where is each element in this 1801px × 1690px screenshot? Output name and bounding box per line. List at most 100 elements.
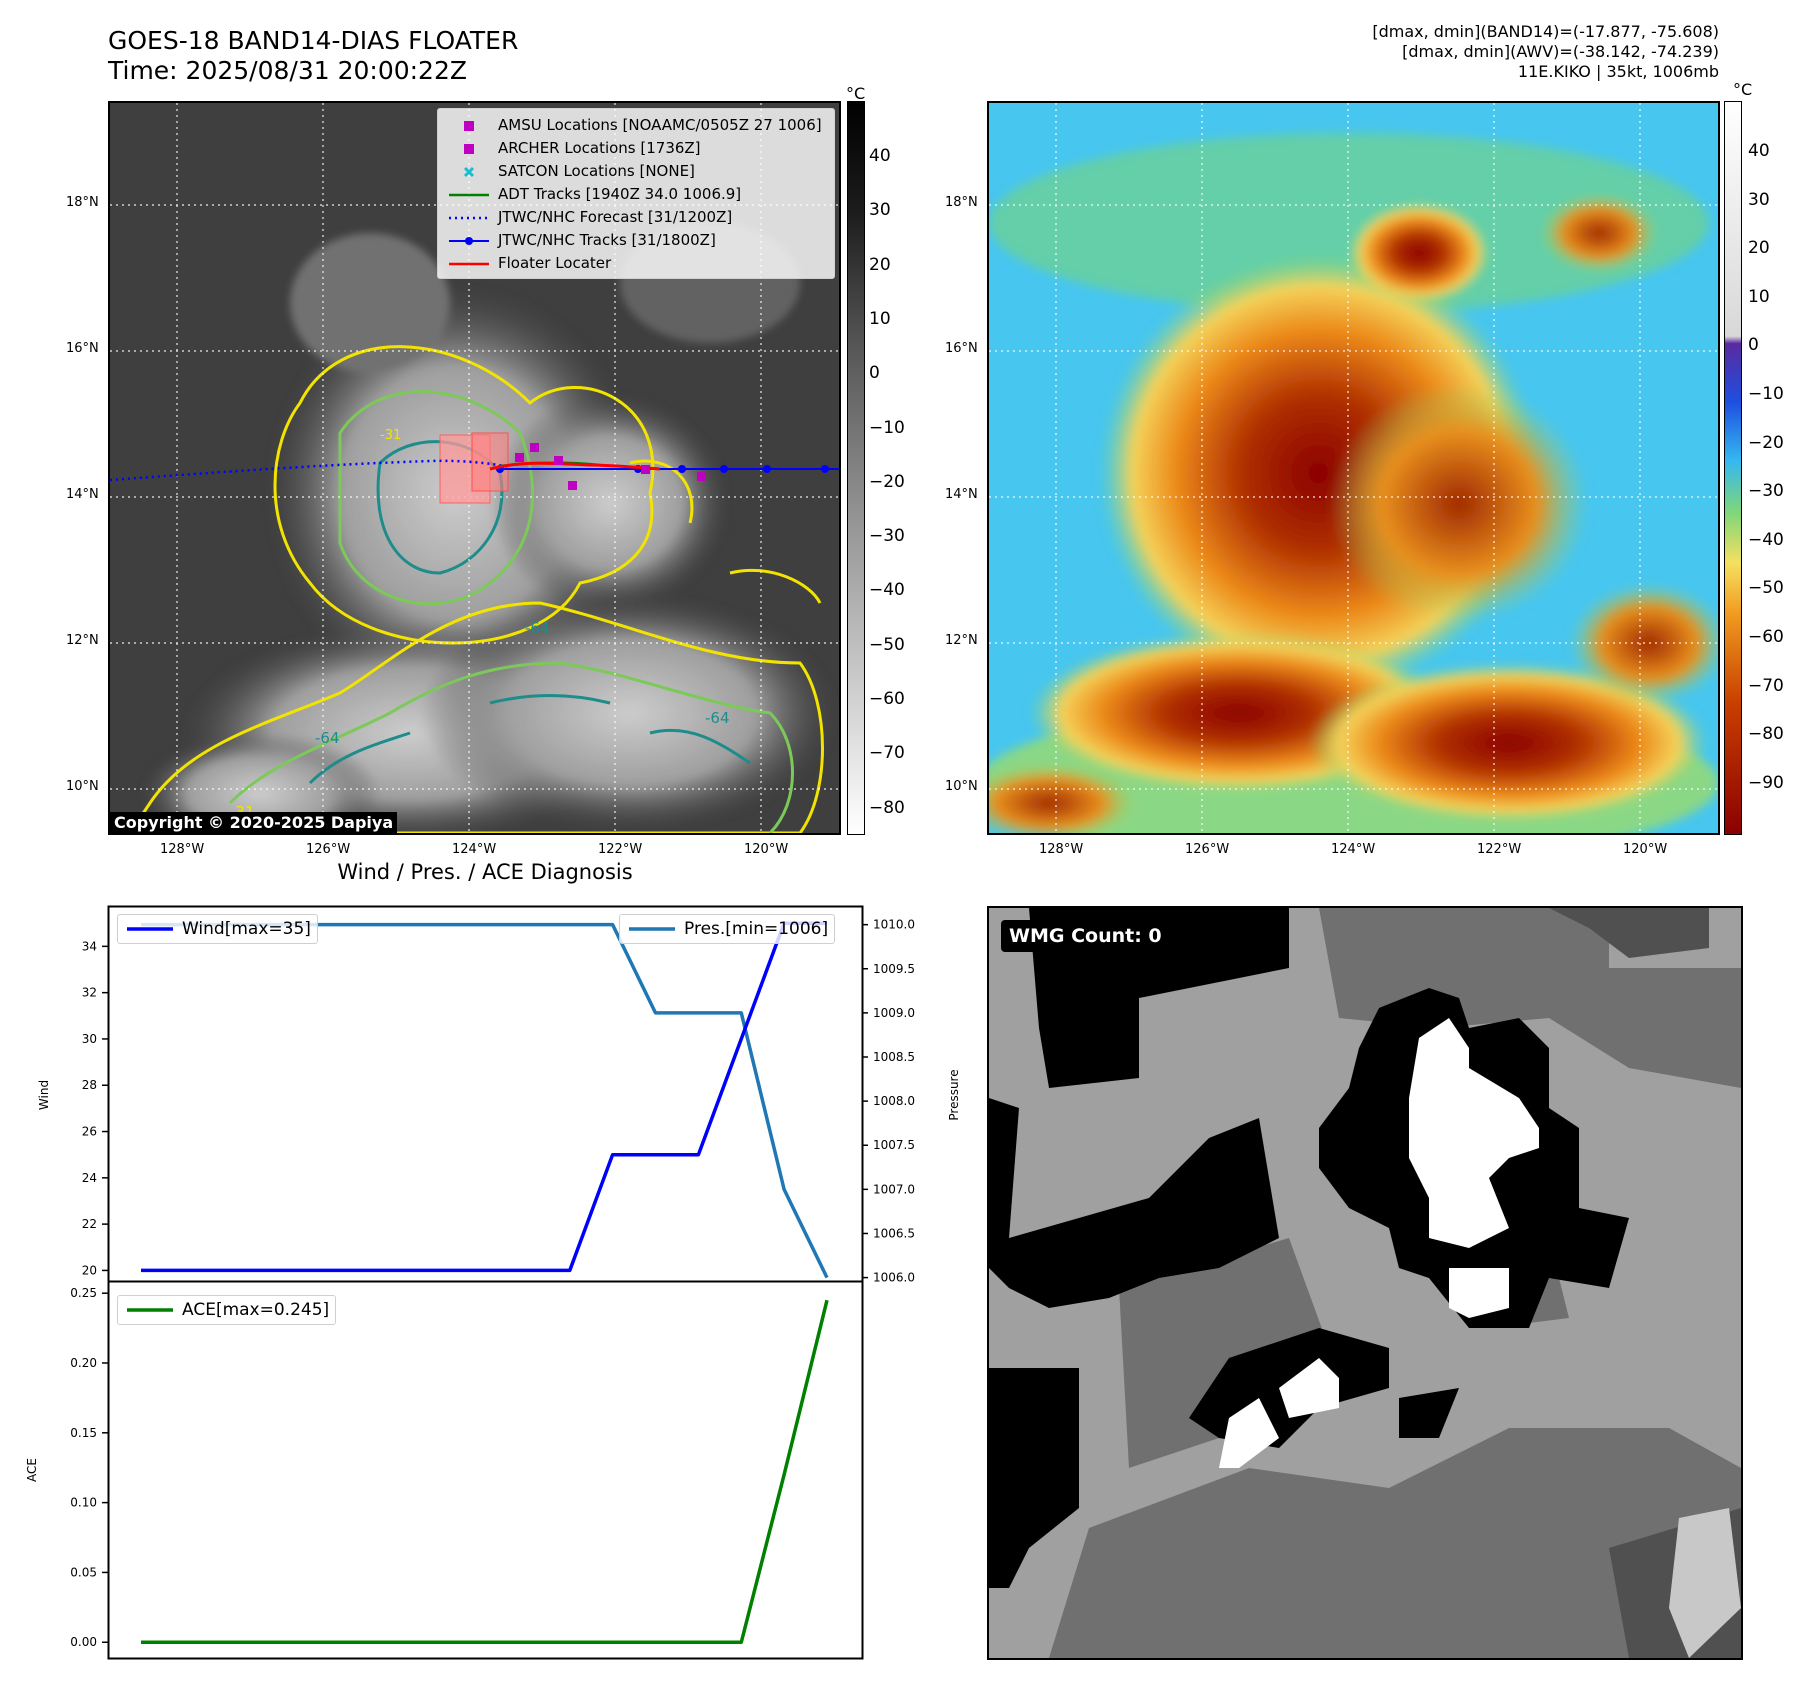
lon-tick: 122°W — [1477, 842, 1522, 857]
grayscale-colorbar-tick: −50 — [869, 634, 905, 655]
wind-tick-label: 22 — [82, 1217, 97, 1231]
wmg-count-badge: WMG Count: 0 — [1001, 920, 1170, 952]
figure-title: GOES-18 BAND14-DIAS FLOATER — [108, 26, 519, 55]
diagnosis-chart: 20 22 24 26 28 30 32 34 1006.0 1006.5 1007.0 1007.… — [25, 905, 961, 1660]
lat-tick: 14°N — [945, 487, 978, 502]
legend-label: Floater Locater — [498, 254, 612, 272]
lon-tick: 128°W — [1039, 842, 1084, 857]
legend-label: Pres.[min=1006] — [684, 919, 829, 939]
lat-tick: 18°N — [66, 195, 99, 210]
storm-info: 11E.KIKO | 35kt, 1006mb — [1517, 62, 1719, 81]
legend-item-adt: ADT Tracks [1940Z 34.0 1006.9] — [446, 183, 826, 206]
color-colorbar-tick: 10 — [1748, 286, 1770, 307]
pressure-tick-label: 1009.5 — [873, 962, 915, 976]
grayscale-colorbar-tick: 20 — [869, 254, 891, 275]
pressure-legend: Pres.[min=1006] — [619, 914, 836, 944]
color-colorbar-tick: 40 — [1748, 141, 1770, 161]
legend-label: SATCON Locations [NONE] — [498, 162, 695, 180]
lon-tick: 128°W — [160, 842, 205, 857]
wind-tick-label: 28 — [82, 1078, 97, 1092]
wind-tick-label: 24 — [82, 1171, 97, 1185]
ace-axis: 0.00 0.05 0.10 0.15 0.20 0.25 — [70, 1286, 108, 1649]
color-colorbar-tick: −40 — [1748, 529, 1784, 550]
copyright-label: Copyright © 2020-2025 Dapiya — [110, 812, 398, 833]
legend-item-forecast: JTWC/NHC Forecast [31/1200Z] — [446, 206, 826, 229]
contour-label: -64 — [315, 729, 340, 747]
lat-tick: 16°N — [945, 341, 978, 356]
legend-label: Wind[max=35] — [182, 919, 311, 939]
ace-tick-label: 0.05 — [70, 1565, 97, 1579]
legend-label: ARCHER Locations [1736Z] — [498, 139, 701, 157]
color-colorbar-tick: −80 — [1748, 724, 1784, 745]
wmg-image — [989, 908, 1741, 1658]
lon-tick: 120°W — [1623, 842, 1668, 857]
lat-tick: 18°N — [945, 195, 978, 210]
pressure-tick-label: 1007.0 — [873, 1182, 915, 1196]
ace-legend: ACE[max=0.245] — [117, 1295, 337, 1325]
grayscale-colorbar-tick: −60 — [869, 689, 905, 709]
series-lines — [141, 921, 829, 1644]
pressure-tick-label: 1010.0 — [873, 918, 915, 932]
color-colorbar-tick: 20 — [1748, 238, 1770, 259]
lat-tick: 10°N — [945, 779, 978, 794]
legend-item-amsu: AMSU Locations [NOAAMC/0505Z 27 1006] — [446, 114, 826, 137]
legend-item-satcon: SATCON Locations [NONE] — [446, 160, 826, 183]
color-ir-image — [989, 103, 1718, 833]
wind-tick-label: 20 — [82, 1263, 97, 1277]
pressure-tick-label: 1006.0 — [873, 1271, 915, 1285]
grayscale-colorbar-tick: −40 — [869, 580, 905, 601]
pressure-tick-label: 1008.0 — [873, 1094, 915, 1108]
color-colorbar-tick: −90 — [1748, 772, 1784, 793]
ace-series-line — [141, 1299, 829, 1644]
wind-tick-label: 30 — [82, 1032, 97, 1046]
wind-tick-label: 26 — [82, 1125, 97, 1139]
contour-label: -64 — [705, 709, 730, 727]
wind-tick-label: 34 — [82, 939, 97, 953]
wind-legend: Wind[max=35] — [117, 914, 318, 944]
ace-tick-label: 0.00 — [70, 1635, 97, 1649]
ace-tick-label: 0.10 — [70, 1496, 97, 1510]
color-colorbar-tick: 30 — [1748, 189, 1770, 210]
legend-item-tracks: JTWC/NHC Tracks [31/1800Z] — [446, 229, 826, 252]
pressure-tick-label: 1007.5 — [873, 1138, 915, 1152]
grayscale-colorbar-tick: 0 — [869, 363, 880, 384]
grayscale-ir-image: -64 -64 -64 -31 -31 — [110, 103, 839, 833]
band14-range-info: [dmax, dmin](BAND14)=(-17.877, -75.608) — [1372, 22, 1719, 41]
wind-axis-label: Wind — [37, 1080, 51, 1110]
grayscale-colorbar-tick: −30 — [869, 526, 905, 547]
color-colorbar-tick: 0 — [1748, 335, 1759, 356]
grayscale-colorbar-tick: 40 — [869, 146, 891, 166]
legend-label: JTWC/NHC Forecast [31/1200Z] — [498, 208, 733, 226]
lon-tick: 120°W — [744, 842, 789, 857]
lat-tick: 14°N — [66, 487, 99, 502]
color-enhanced-ir-map — [987, 101, 1720, 835]
grayscale-colorbar-tick: −20 — [869, 471, 905, 492]
figure-time: Time: 2025/08/31 20:00:22Z — [108, 56, 467, 85]
pressure-tick-label: 1008.5 — [873, 1050, 915, 1064]
map-legend: AMSU Locations [NOAAMC/0505Z 27 1006] AR… — [437, 108, 835, 279]
grayscale-colorbar-tick: 30 — [869, 200, 891, 221]
lon-tick: 126°W — [306, 842, 351, 857]
lat-tick: 16°N — [66, 341, 99, 356]
ace-tick-label: 0.20 — [70, 1356, 97, 1370]
legend-label: JTWC/NHC Tracks [31/1800Z] — [498, 231, 716, 249]
contour-label: -31 — [380, 428, 401, 443]
grayscale-colorbar-tick: 10 — [869, 308, 891, 329]
color-colorbar-tick: −70 — [1748, 675, 1784, 696]
colorbar-unit: °C — [846, 84, 866, 103]
color-colorbar — [1724, 101, 1742, 835]
grayscale-colorbar — [847, 101, 865, 835]
lon-tick: 126°W — [1185, 842, 1230, 857]
wmg-map: WMG Count: 0 — [987, 906, 1743, 1660]
pressure-axis-label: Pressure — [947, 1069, 961, 1120]
wind-tick-label: 32 — [82, 986, 97, 1000]
lat-tick: 12°N — [66, 633, 99, 648]
grayscale-ir-map: -64 -64 -64 -31 -31 Copyright © 2020-202… — [108, 101, 841, 835]
colorbar-unit: °C — [1733, 80, 1753, 99]
grayscale-colorbar-tick: −70 — [869, 743, 905, 764]
color-colorbar-tick: −60 — [1748, 627, 1784, 647]
contour-label: -64 — [525, 619, 550, 637]
diagnosis-title: Wind / Pres. / ACE Diagnosis — [337, 860, 633, 884]
legend-label: ADT Tracks [1940Z 34.0 1006.9] — [498, 185, 742, 203]
color-colorbar-tick: −20 — [1748, 432, 1784, 453]
